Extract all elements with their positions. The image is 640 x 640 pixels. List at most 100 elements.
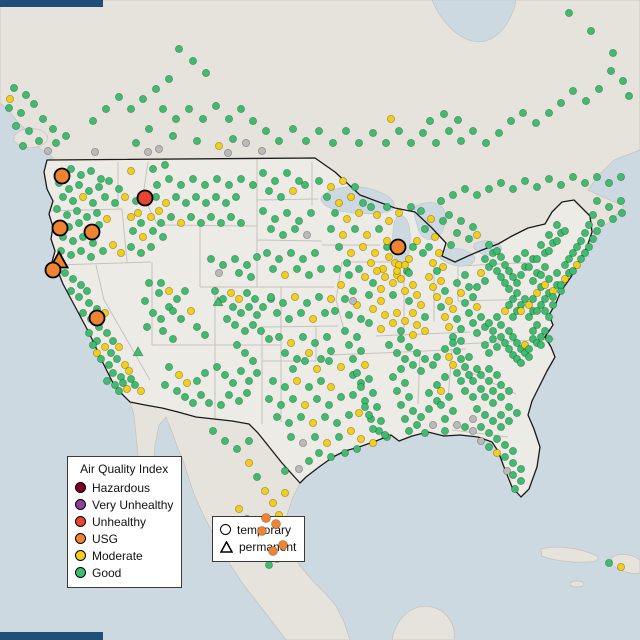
station-marker[interactable]	[188, 174, 197, 183]
station-marker[interactable]	[456, 336, 465, 345]
station-marker[interactable]	[211, 102, 220, 111]
station-marker[interactable]	[127, 105, 136, 114]
station-marker[interactable]	[376, 296, 385, 305]
station-marker[interactable]	[288, 186, 297, 195]
station-marker[interactable]	[496, 422, 505, 431]
station-marker[interactable]	[103, 328, 112, 337]
station-marker[interactable]	[272, 308, 281, 317]
station-marker[interactable]	[392, 266, 401, 275]
station-marker[interactable]	[121, 360, 130, 369]
station-marker[interactable]	[123, 384, 132, 393]
station-marker[interactable]	[182, 378, 191, 387]
station-marker[interactable]	[242, 388, 251, 397]
station-marker[interactable]	[364, 318, 373, 327]
station-marker[interactable]	[496, 410, 505, 419]
station-marker[interactable]	[360, 402, 369, 411]
station-marker[interactable]	[257, 526, 267, 536]
station-marker[interactable]	[561, 274, 570, 283]
station-marker[interactable]	[342, 214, 351, 223]
station-marker[interactable]	[368, 424, 377, 433]
station-marker[interactable]	[500, 306, 509, 315]
station-marker[interactable]	[432, 266, 441, 275]
station-marker[interactable]	[581, 178, 590, 187]
station-marker[interactable]	[577, 236, 586, 245]
station-marker[interactable]	[340, 448, 349, 457]
station-marker[interactable]	[174, 370, 183, 379]
station-marker[interactable]	[388, 278, 397, 287]
station-marker[interactable]	[488, 386, 497, 395]
station-marker[interactable]	[300, 356, 309, 365]
station-marker[interactable]	[617, 196, 626, 205]
station-marker[interactable]	[504, 386, 513, 395]
station-marker[interactable]	[232, 444, 241, 453]
station-marker[interactable]	[545, 109, 554, 118]
station-marker[interactable]	[346, 426, 355, 435]
station-marker[interactable]	[272, 412, 281, 421]
station-marker[interactable]	[296, 308, 305, 317]
station-marker[interactable]	[545, 174, 554, 183]
station-marker[interactable]	[593, 196, 602, 205]
station-marker[interactable]	[230, 320, 239, 329]
station-marker[interactable]	[276, 400, 285, 409]
station-marker[interactable]	[396, 334, 405, 343]
station-marker[interactable]	[400, 286, 409, 295]
station-marker[interactable]	[105, 360, 114, 369]
station-marker[interactable]	[525, 344, 534, 353]
station-marker[interactable]	[468, 318, 477, 327]
station-marker[interactable]	[21, 91, 30, 100]
station-marker[interactable]	[16, 109, 25, 118]
station-marker[interactable]	[224, 180, 233, 189]
station-marker[interactable]	[537, 270, 546, 279]
station-marker[interactable]	[368, 438, 377, 447]
station-marker[interactable]	[557, 280, 566, 289]
station-marker[interactable]	[406, 138, 415, 147]
station-marker[interactable]	[257, 146, 266, 155]
station-marker[interactable]	[492, 434, 501, 443]
station-marker[interactable]	[510, 484, 519, 493]
station-marker[interactable]	[326, 224, 335, 233]
station-marker[interactable]	[545, 334, 554, 343]
station-marker[interactable]	[484, 184, 493, 193]
station-marker[interactable]	[573, 260, 582, 269]
station-marker[interactable]	[396, 274, 405, 283]
station-marker[interactable]	[492, 448, 501, 457]
station-marker[interactable]	[508, 294, 517, 303]
station-marker[interactable]	[508, 446, 517, 455]
station-marker[interactable]	[537, 240, 546, 249]
station-marker[interactable]	[452, 314, 461, 323]
station-marker[interactable]	[513, 408, 522, 417]
station-marker[interactable]	[308, 418, 317, 427]
station-marker[interactable]	[448, 304, 457, 313]
station-marker[interactable]	[484, 376, 493, 385]
station-marker[interactable]	[430, 232, 439, 241]
station-marker[interactable]	[468, 426, 477, 435]
station-marker[interactable]	[224, 390, 233, 399]
station-marker[interactable]	[440, 426, 449, 435]
station-marker[interactable]	[292, 264, 301, 273]
station-marker[interactable]	[88, 309, 106, 327]
station-marker[interactable]	[252, 368, 261, 377]
station-marker[interactable]	[380, 430, 389, 439]
station-marker[interactable]	[115, 342, 124, 351]
station-marker[interactable]	[174, 45, 183, 54]
station-marker[interactable]	[420, 428, 429, 437]
station-marker[interactable]	[222, 314, 231, 323]
station-marker[interactable]	[6, 95, 14, 104]
station-marker[interactable]	[264, 394, 273, 403]
station-marker[interactable]	[338, 230, 347, 239]
station-marker[interactable]	[496, 392, 505, 401]
station-marker[interactable]	[513, 288, 522, 297]
station-marker[interactable]	[460, 298, 469, 307]
station-marker[interactable]	[452, 278, 461, 287]
station-marker[interactable]	[368, 278, 377, 287]
station-marker[interactable]	[142, 322, 151, 331]
station-marker[interactable]	[468, 414, 477, 423]
station-marker[interactable]	[502, 466, 511, 475]
station-marker[interactable]	[504, 266, 513, 275]
station-marker[interactable]	[322, 332, 331, 341]
station-marker[interactable]	[228, 134, 237, 143]
station-marker[interactable]	[448, 406, 457, 415]
station-marker[interactable]	[476, 422, 485, 431]
station-marker[interactable]	[304, 270, 313, 279]
